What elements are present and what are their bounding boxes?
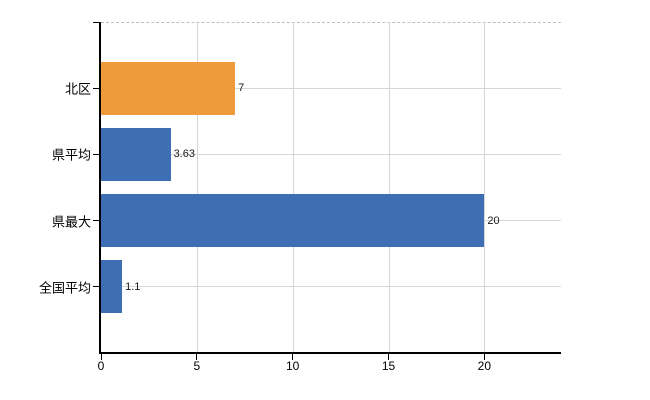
bar	[101, 61, 236, 115]
x-tick-label: 10	[285, 359, 300, 373]
x-axis-line	[99, 352, 561, 354]
x-tick-label: 0	[97, 359, 105, 373]
x-tick-label: 15	[381, 359, 396, 373]
bar	[101, 127, 171, 181]
y-axis-tick	[93, 153, 101, 155]
x-axis-tick	[388, 354, 389, 360]
y-axis-tick	[93, 286, 101, 288]
bar-value-label: 7	[238, 82, 245, 95]
v-gridline	[292, 22, 294, 353]
h-gridline	[101, 87, 561, 89]
bar-value-label: 3.63	[173, 148, 195, 161]
v-gridline	[484, 22, 486, 353]
v-gridline	[388, 22, 390, 353]
x-axis-tick	[292, 354, 294, 360]
x-axis-tick	[483, 354, 485, 360]
bar	[101, 260, 123, 314]
y-axis-tick	[93, 220, 101, 222]
y-axis-line	[99, 22, 101, 353]
category-label: 北区	[64, 81, 91, 97]
bar-value-label: 1.1	[125, 280, 141, 293]
x-tick-label: 20	[477, 359, 491, 373]
h-gridline	[101, 286, 561, 288]
bar-value-label: 20	[487, 214, 500, 227]
plot-area	[101, 22, 561, 353]
v-gridline	[196, 22, 198, 353]
category-label: 全国平均	[38, 280, 91, 296]
x-tick-label: 5	[193, 359, 201, 373]
x-axis-tick	[100, 354, 102, 360]
h-gridline	[101, 153, 561, 155]
y-axis-tick	[93, 87, 101, 89]
category-label: 県最大	[51, 214, 91, 230]
bar	[101, 194, 485, 248]
x-axis-tick	[196, 354, 198, 360]
y-axis-tick	[93, 22, 101, 23]
category-label: 県平均	[51, 147, 91, 163]
